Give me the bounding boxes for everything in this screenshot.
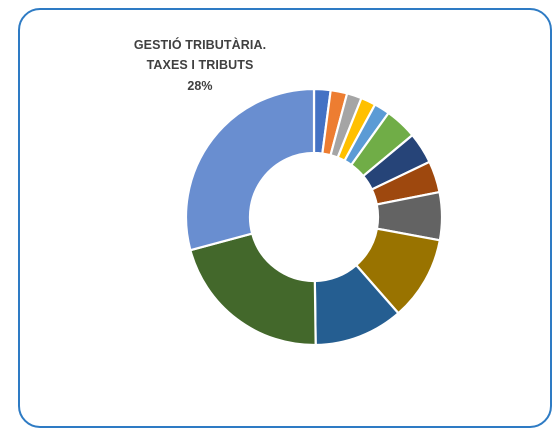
callout-value-label: 28% bbox=[187, 79, 213, 93]
donut-chart bbox=[184, 87, 444, 347]
donut-slice-13 bbox=[184, 87, 316, 252]
callout-line-1: GESTIÓ TRIBUTÀRIA. bbox=[133, 38, 267, 52]
chart-card bbox=[18, 8, 552, 428]
callout-line-2: TAXES I TRIBUTS bbox=[146, 58, 254, 72]
donut-slice-12 bbox=[189, 232, 317, 347]
